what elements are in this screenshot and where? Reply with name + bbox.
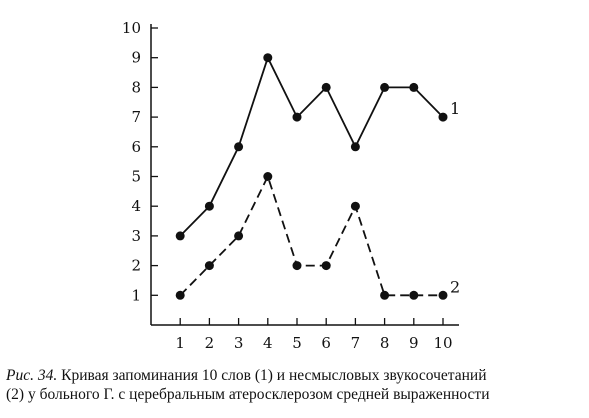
y-tick-label: 3	[131, 227, 141, 245]
y-tick-label: 6	[131, 138, 141, 156]
y-axis: 1 2 3 4 5 6 7 8 9 10	[122, 19, 158, 325]
series-1-point	[321, 82, 331, 92]
x-tick-label: 2	[205, 334, 215, 352]
series-2-label: 2	[450, 277, 460, 296]
x-tick-label: 5	[292, 334, 302, 352]
caption-figure-number: Рис. 34.	[6, 367, 58, 384]
y-tick-label: 1	[131, 286, 141, 304]
x-tick-label: 6	[321, 334, 331, 352]
series-layer	[175, 53, 448, 300]
x-tick-label: 8	[380, 334, 390, 352]
series-2-point	[292, 261, 302, 271]
y-tick-label: 2	[131, 257, 141, 275]
x-axis-ticks: 1 2 3 4 5 6 7 8 9 10	[175, 318, 453, 352]
series-1-point	[204, 201, 214, 211]
series-1	[175, 53, 448, 241]
series-2-point	[409, 290, 419, 300]
x-tick-label: 3	[234, 334, 244, 352]
x-tick-label: 9	[409, 334, 419, 352]
series-2	[175, 172, 448, 300]
y-tick-label: 8	[131, 78, 141, 96]
figure-caption: Рис. 34. Кривая запоминания 10 слов (1) …	[6, 366, 586, 404]
series-1-label: 1	[450, 99, 460, 118]
x-tick-label: 1	[175, 334, 185, 352]
series-1-point	[175, 231, 185, 241]
x-tick-label: 10	[433, 334, 452, 352]
series-1-point	[380, 82, 390, 92]
series-1-point	[263, 53, 273, 63]
series-2-point	[350, 201, 360, 211]
caption-line-2: (2) у больного Г. с церебральным атероск…	[6, 386, 490, 403]
series-2-point	[175, 290, 185, 300]
y-tick-label: 4	[131, 197, 141, 215]
series-1-point	[292, 112, 302, 122]
y-tick-label: 5	[131, 168, 141, 186]
x-tick-label: 4	[263, 334, 273, 352]
series-2-point	[380, 290, 390, 300]
x-axis: 1 2 3 4 5 6 7 8 9 10	[151, 318, 459, 352]
series-2-line	[179, 175, 443, 297]
series-1-point	[234, 142, 244, 152]
y-tick-label: 10	[122, 19, 141, 37]
caption-line-1: Рис. 34. Кривая запоминания 10 слов (1) …	[6, 366, 586, 385]
series-2-point	[234, 231, 244, 241]
y-tick-label: 9	[131, 49, 141, 67]
y-tick-label: 7	[131, 108, 141, 126]
series-1-point	[438, 112, 448, 122]
series-labels: 12	[450, 99, 460, 296]
y-axis-ticks: 1 2 3 4 5 6 7 8 9 10	[122, 19, 158, 304]
series-1-point	[350, 142, 360, 152]
series-2-point	[263, 172, 273, 181]
series-2-point	[204, 261, 214, 271]
series-1-line	[179, 56, 444, 237]
x-tick-label: 7	[351, 334, 361, 352]
series-2-point	[438, 290, 448, 300]
series-1-point	[409, 82, 419, 92]
series-2-point	[321, 261, 331, 271]
caption-text-1: Кривая запоминания 10 слов (1) и несмысл…	[57, 367, 487, 384]
